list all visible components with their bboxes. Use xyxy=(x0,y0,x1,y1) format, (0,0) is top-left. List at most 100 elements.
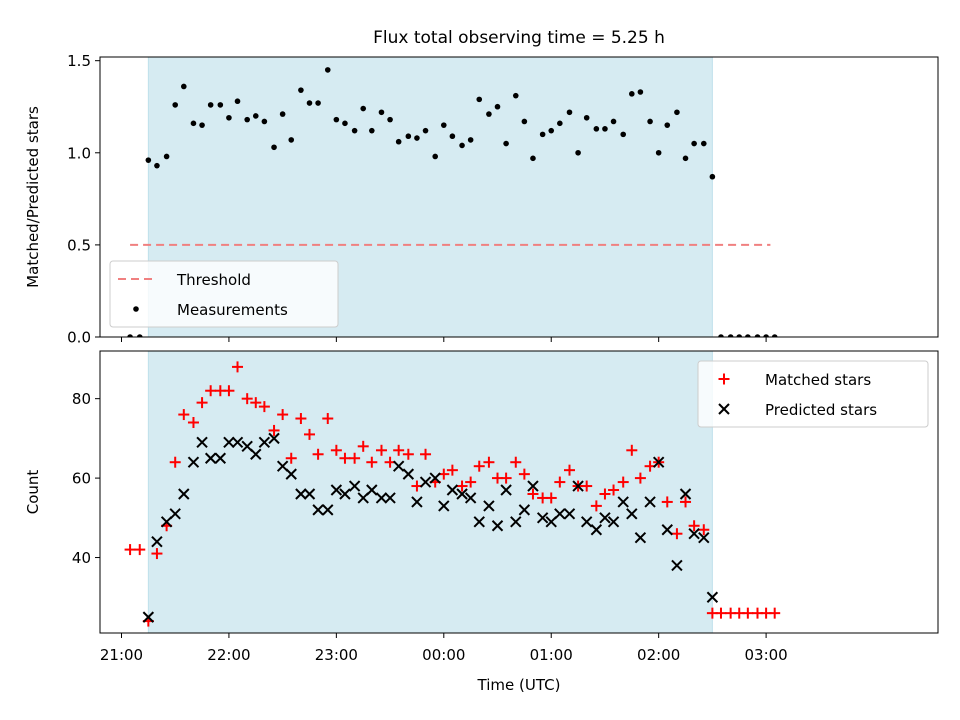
matched-star-point xyxy=(518,468,530,480)
predicted-star-point xyxy=(285,468,297,480)
measurement-point xyxy=(288,137,295,143)
matched-star-point xyxy=(769,607,781,619)
x-tick-label: 23:00 xyxy=(315,646,358,664)
matched-star-point xyxy=(169,456,181,468)
predicted-star-point xyxy=(634,531,647,544)
matched-star-point xyxy=(527,488,539,500)
measurement-point xyxy=(414,135,420,141)
measurement-point xyxy=(271,144,277,151)
predicted-star-point xyxy=(590,524,603,536)
predicted-star-point xyxy=(419,476,432,488)
measurement-point xyxy=(172,102,179,108)
measurement-point xyxy=(315,100,321,106)
predicted-star-point xyxy=(250,448,262,460)
top-y-tick-label: 0.0 xyxy=(67,329,91,347)
predicted-star-point xyxy=(339,488,351,500)
top-legend: Threshold Measurements xyxy=(109,260,339,328)
measurement-point xyxy=(566,109,573,116)
predicted-star-point xyxy=(688,527,700,540)
legend-label: Matched stars xyxy=(765,371,871,389)
predicted-star-point xyxy=(204,452,217,464)
matched-star-point xyxy=(304,428,315,440)
predicted-star-point xyxy=(510,516,522,528)
measurement-point xyxy=(199,122,205,128)
measurement-point xyxy=(324,67,331,73)
predicted-star-point xyxy=(214,452,227,464)
measurement-point xyxy=(459,142,465,149)
matched-star-point xyxy=(268,424,280,436)
bottom-y-tick-label: 60 xyxy=(72,470,91,488)
predicted-star-point xyxy=(483,500,495,512)
matched-star-point xyxy=(420,448,432,460)
matched-star-point xyxy=(393,444,405,456)
measurement-point xyxy=(521,118,528,125)
measurement-point xyxy=(647,118,653,125)
predicted-star-point xyxy=(303,488,316,500)
matched-star-point xyxy=(349,452,361,464)
measurement-point xyxy=(583,114,590,121)
bottom-axes-frame xyxy=(99,350,939,634)
matched-star-point xyxy=(250,397,262,409)
predicted-star-point xyxy=(554,508,566,520)
predicted-star-point xyxy=(223,436,235,449)
predicted-star-point xyxy=(348,480,361,492)
matched-star-point xyxy=(688,520,700,532)
matched-star-point xyxy=(232,361,244,373)
matched-star-point xyxy=(500,472,512,484)
measurement-point xyxy=(252,113,259,119)
bottom-y-axis-label: Count xyxy=(24,470,42,515)
legend-measurement-swatch xyxy=(133,306,139,312)
matched-star-point xyxy=(277,409,289,421)
legend-label: Predicted stars xyxy=(765,401,877,419)
measurement-point xyxy=(503,140,509,147)
predicted-star-point xyxy=(536,512,549,524)
matched-star-point xyxy=(258,401,270,413)
matched-star-point xyxy=(563,464,575,476)
legend-label: Measurements xyxy=(177,301,288,319)
measurement-point xyxy=(244,116,250,123)
predicted-star-point xyxy=(366,484,378,496)
matched-star-point xyxy=(178,409,190,421)
measurement-point xyxy=(181,83,187,90)
measurement-point xyxy=(539,131,546,138)
top-y-tick-label: 1.5 xyxy=(67,52,91,70)
measurement-point xyxy=(405,133,412,140)
matched-star-point xyxy=(322,413,334,425)
matched-star-point xyxy=(698,524,710,536)
bottom-y-tick-label: 40 xyxy=(72,549,91,567)
measurement-point xyxy=(449,133,456,140)
predicted-star-point xyxy=(169,508,181,520)
measurement-point xyxy=(261,118,268,125)
matched-star-point xyxy=(680,496,692,508)
matched-star-point xyxy=(295,413,307,425)
measurement-point xyxy=(575,149,581,156)
predicted-star-point xyxy=(652,456,665,468)
bottom-plot-area xyxy=(124,351,781,633)
top-panel: 0.0 0.5 1.0 1.5 Matched/Predicted stars Thres… xyxy=(24,52,939,347)
predicted-star-point xyxy=(626,508,638,520)
measurement-point xyxy=(360,105,367,112)
predicted-star-point xyxy=(607,516,620,528)
matched-star-point xyxy=(473,460,485,472)
legend-predicted-swatch xyxy=(718,403,730,415)
measurement-point xyxy=(512,92,519,99)
measurement-point xyxy=(754,334,761,337)
predicted-star-point xyxy=(268,432,280,445)
measurement-point xyxy=(422,127,429,134)
matched-star-point xyxy=(581,480,593,492)
predicted-star-point xyxy=(644,496,656,508)
matched-star-point xyxy=(124,544,136,556)
measurement-point xyxy=(333,116,340,123)
top-series-measurements xyxy=(127,67,778,337)
matched-star-point xyxy=(590,500,602,512)
bottom-series-matched-stars xyxy=(124,361,781,627)
predicted-star-point xyxy=(196,436,208,449)
bottom-legend: Matched stars Predicted stars xyxy=(697,360,929,428)
predicted-star-point xyxy=(231,436,244,449)
measurement-point xyxy=(369,127,375,134)
predicted-star-point xyxy=(438,500,450,512)
predicted-star-point xyxy=(671,559,683,572)
measurement-point xyxy=(557,120,563,127)
measurement-point xyxy=(395,138,402,145)
matched-star-point xyxy=(223,385,235,397)
